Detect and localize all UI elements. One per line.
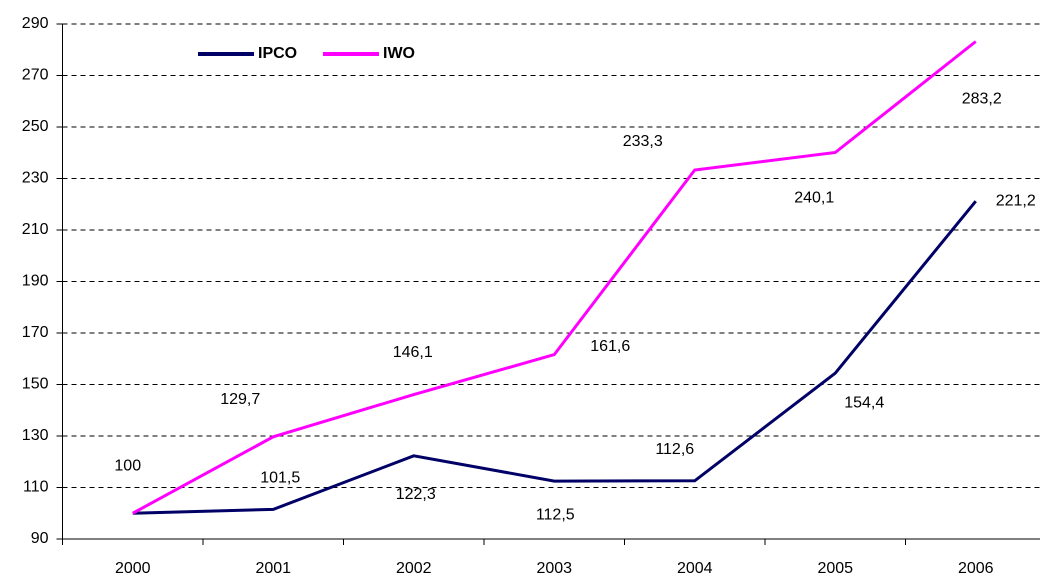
y-tick-label: 90 <box>31 530 49 547</box>
data-label: 233,3 <box>623 133 663 150</box>
data-label: 100 <box>114 457 141 474</box>
x-tick-label: 2002 <box>396 560 432 577</box>
data-label: 161,6 <box>590 338 630 355</box>
y-tick-label: 250 <box>22 118 49 135</box>
x-tick-label: 2005 <box>817 560 853 577</box>
x-tick-label: 2006 <box>958 560 994 577</box>
data-label: 221,2 <box>996 192 1036 209</box>
data-label: 154,4 <box>844 394 884 411</box>
data-label: 101,5 <box>260 470 300 487</box>
y-tick-label: 270 <box>22 67 49 84</box>
series-line <box>132 200 977 515</box>
series-line <box>132 40 977 515</box>
legend-label: IWO <box>383 45 415 62</box>
y-tick-label: 110 <box>23 479 49 496</box>
data-label: 129,7 <box>220 391 260 408</box>
data-label: 112,5 <box>536 506 575 523</box>
legend-label: IPCO <box>258 45 297 62</box>
data-label: 283,2 <box>962 91 1002 108</box>
x-tick-label: 2001 <box>255 560 291 577</box>
x-tick-label: 2004 <box>677 560 713 577</box>
y-tick-label: 150 <box>22 376 49 393</box>
y-tick-label: 230 <box>22 170 49 187</box>
data-label: 122,3 <box>396 486 436 503</box>
y-tick-label: 290 <box>22 15 49 32</box>
y-tick-label: 210 <box>22 221 49 238</box>
data-label: 146,1 <box>393 344 433 361</box>
x-tick-label: 2003 <box>536 560 572 577</box>
x-tick-label: 2000 <box>115 560 151 577</box>
data-label: 112,6 <box>655 441 694 458</box>
y-tick-label: 190 <box>22 273 49 290</box>
data-label: 240,1 <box>794 190 834 207</box>
y-tick-label: 130 <box>22 427 49 444</box>
y-tick-label: 170 <box>22 324 49 341</box>
